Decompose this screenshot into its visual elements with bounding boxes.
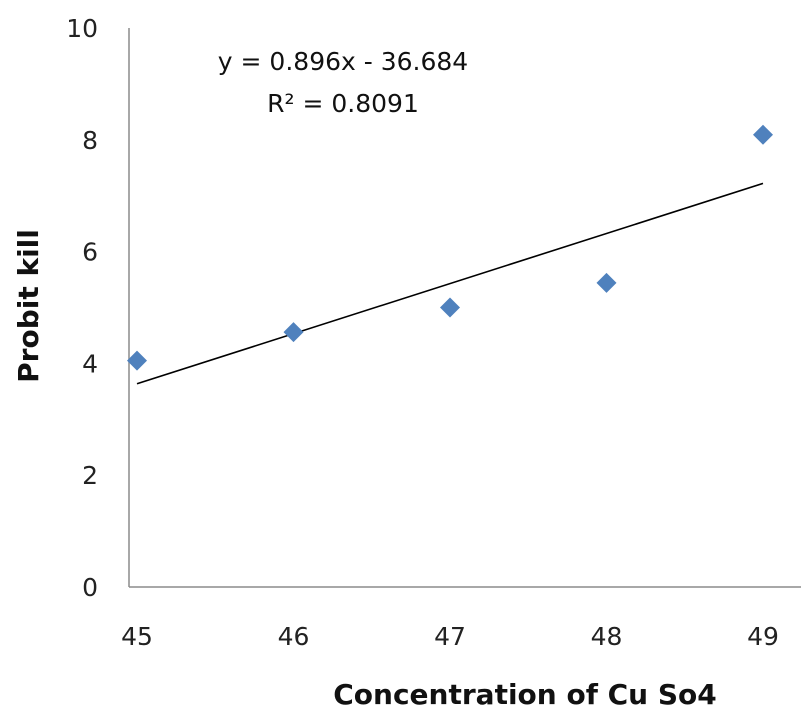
r-squared-label: R² = 0.8091 — [267, 89, 419, 118]
trendline-equation: y = 0.896x - 36.684 — [218, 47, 468, 76]
data-point — [440, 297, 460, 318]
y-tick-labels: 0 2 4 6 8 10 — [66, 14, 98, 602]
y-tick-label: 6 — [82, 238, 98, 267]
x-tick-label: 46 — [278, 622, 310, 651]
data-points — [127, 124, 773, 371]
x-tick-label: 45 — [121, 622, 153, 651]
data-point — [596, 272, 617, 293]
trendline — [136, 182, 764, 385]
data-point — [283, 322, 304, 343]
data-point — [127, 350, 147, 371]
y-tick-label: 10 — [66, 14, 98, 43]
x-tick-label: 49 — [747, 622, 779, 651]
x-tick-label: 48 — [591, 622, 623, 651]
x-tick-labels: 45 46 47 48 49 — [121, 622, 779, 651]
y-tick-label: 0 — [82, 573, 98, 602]
y-axis-title: Probit kill — [12, 229, 45, 383]
y-tick-label: 2 — [82, 461, 98, 490]
x-tick-label: 47 — [434, 622, 466, 651]
x-axis-title: Concentration of Cu So4 — [333, 678, 717, 707]
y-tick-label: 4 — [82, 349, 98, 378]
y-tick-label: 8 — [82, 126, 98, 155]
data-point — [753, 124, 773, 145]
